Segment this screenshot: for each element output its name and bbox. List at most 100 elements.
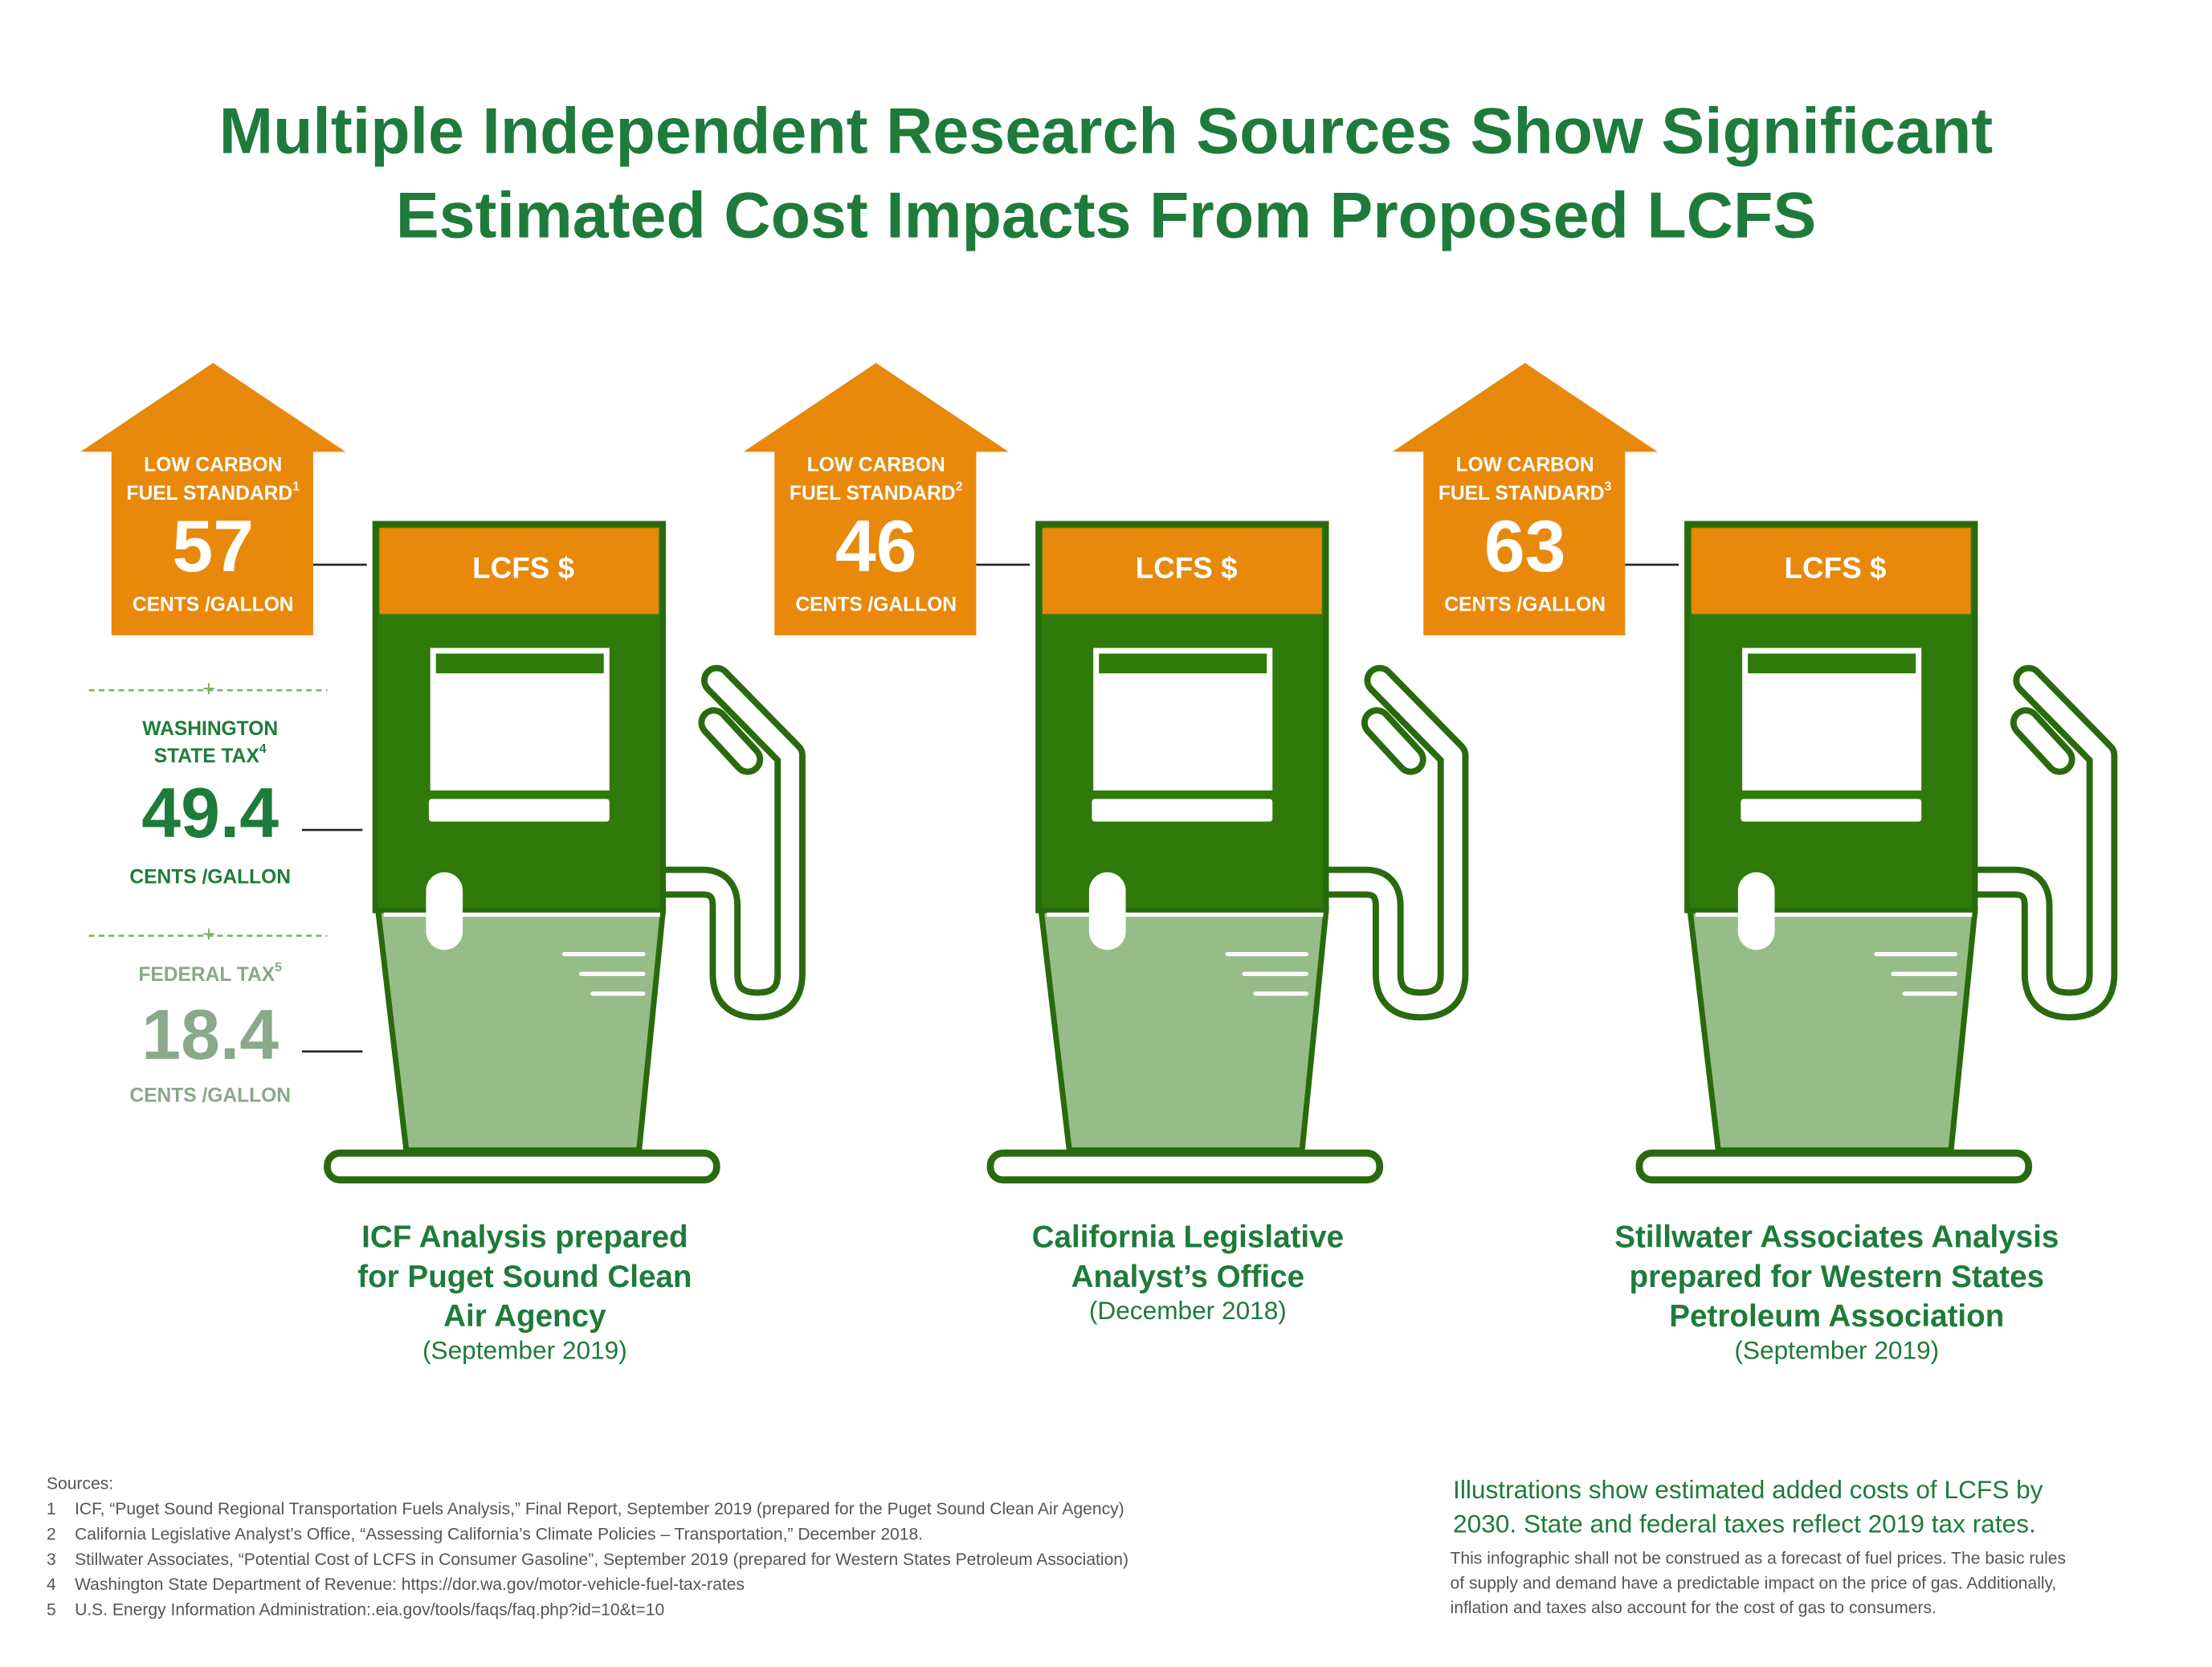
source-text: Stillwater Associates, “Potential Cost o…: [75, 1551, 1128, 1569]
screen-slot: [1741, 799, 1922, 822]
plus-sign: +: [202, 676, 215, 701]
footnote-mark: 2: [956, 480, 963, 494]
unit: CENTS /GALLON: [1444, 594, 1606, 615]
handle-slot: [1737, 872, 1775, 950]
source-date: (September 2019): [1734, 1335, 1939, 1364]
sources: Sources: 1 ICF, “Puget Sound Regional Tran…: [47, 1475, 1128, 1620]
pump-lower: [1687, 907, 1978, 1154]
nozzle-inner: [1367, 713, 1420, 769]
up-arrow: [80, 362, 346, 635]
unit: CENTS /GALLON: [795, 594, 957, 615]
pump-lower: [1038, 907, 1329, 1154]
plus-sign: +: [202, 921, 215, 946]
source-date: (September 2019): [422, 1335, 627, 1364]
title-line: Multiple Independent Research Sources Sh…: [219, 95, 1993, 167]
source-title: Stillwater Associates Analysis: [1614, 1220, 2059, 1255]
pump-base: [1635, 1149, 2033, 1184]
label-text: FUEL STANDARD: [126, 483, 292, 505]
source-title: ICF Analysis prepared: [361, 1220, 688, 1255]
hose-inner: [1316, 671, 1463, 1015]
label-text: FEDERAL TAX: [138, 964, 275, 986]
screen-bar: [1748, 653, 1916, 674]
footnote-mark: 5: [275, 961, 282, 974]
up-arrow: [1392, 362, 1658, 635]
label: FEDERAL TAX5: [138, 961, 282, 985]
pump-base: [986, 1149, 1384, 1184]
source-title: for Puget Sound Clean: [357, 1260, 692, 1294]
source-title: Air Agency: [443, 1299, 606, 1334]
label: FUEL STANDARD1: [126, 480, 300, 505]
dashed-separator: +: [88, 676, 328, 701]
arrow-label: LOW CARBON: [144, 454, 282, 476]
pump-label: LCFS $: [1136, 552, 1238, 585]
source-number: 3: [47, 1551, 56, 1569]
unit: CENTS /GALLON: [133, 594, 294, 615]
source-text: California Legislative Analyst’s Office,…: [75, 1526, 923, 1544]
source-title: Analyst’s Office: [1071, 1260, 1305, 1294]
footnote-mark: 4: [259, 742, 267, 756]
source-title: Petroleum Association: [1669, 1299, 2004, 1334]
note-disclaimer: of supply and demand have a predictable …: [1451, 1574, 2057, 1592]
pump-header: [379, 528, 659, 615]
pump-label: LCFS $: [472, 552, 574, 585]
screen-bar: [435, 653, 604, 674]
source-date: (December 2018): [1089, 1296, 1287, 1325]
screen-bar: [1099, 653, 1267, 674]
title-line: Estimated Cost Impacts From Proposed LCF…: [396, 180, 1817, 252]
note-main: Illustrations show estimated added costs…: [1453, 1475, 2043, 1504]
note-disclaimer: inflation and taxes also account for the…: [1451, 1599, 1937, 1617]
label: STATE TAX4: [154, 742, 267, 766]
pump-header: [1042, 528, 1322, 615]
note-disclaimer: This infographic shall not be construed …: [1451, 1550, 2066, 1568]
unit: CENTS /GALLON: [129, 866, 291, 888]
label-text: FUEL STANDARD: [790, 483, 956, 505]
sources-heading: Sources:: [47, 1475, 113, 1493]
unit: CENTS /GALLON: [129, 1085, 291, 1107]
pump-base: [324, 1149, 720, 1184]
handle-slot: [1088, 872, 1126, 950]
notes: Illustrations show estimated added costs…: [1451, 1475, 2066, 1617]
note-main: 2030. State and federal taxes reflect 20…: [1453, 1509, 2036, 1538]
source-number: 5: [47, 1600, 56, 1619]
source-title: California Legislative: [1032, 1220, 1345, 1255]
pump-header: [1691, 528, 1971, 615]
source-text: ICF, “Puget Sound Regional Transportatio…: [75, 1500, 1124, 1518]
value: 63: [1484, 505, 1566, 587]
arrow-label: LOW CARBON: [807, 454, 945, 476]
source-text: Washington State Department of Revenue: …: [75, 1575, 745, 1594]
label-text: FUEL STANDARD: [1439, 483, 1605, 505]
source-title: prepared for Western States: [1630, 1260, 2045, 1294]
hose-inner: [1965, 671, 2112, 1015]
pump-lower: [374, 907, 667, 1154]
up-arrow: [743, 362, 1009, 635]
pump-group: LOW CARBON FUEL STANDARD2 46 CENTS /GALLON L…: [743, 362, 1469, 1325]
footnote-mark: 3: [1605, 480, 1612, 494]
source-number: 1: [47, 1500, 56, 1518]
footnote-mark: 1: [292, 480, 300, 494]
dashed-separator: +: [88, 921, 328, 946]
screen-slot: [428, 799, 610, 822]
source-text: U.S. Energy Information Administration:.…: [75, 1600, 664, 1619]
nozzle-inner: [704, 713, 757, 769]
source-number: 2: [47, 1526, 56, 1544]
value: 49.4: [141, 774, 279, 852]
value: 18.4: [141, 995, 279, 1074]
pump-label: LCFS $: [1785, 552, 1887, 585]
value: 46: [835, 505, 917, 587]
handle-slot: [426, 872, 463, 950]
source-number: 4: [47, 1575, 56, 1594]
nozzle-inner: [2016, 713, 2069, 769]
label-text: STATE TAX: [154, 745, 260, 766]
label: FUEL STANDARD3: [1439, 480, 1612, 505]
arrow-label: LOW CARBON: [1456, 454, 1594, 476]
tax-group: FEDERAL TAX5 18.4 CENTS /GALLON: [129, 961, 363, 1107]
label: WASHINGTON: [142, 718, 278, 740]
screen-slot: [1092, 799, 1273, 822]
hose-inner: [654, 671, 799, 1015]
value: 57: [172, 505, 254, 587]
